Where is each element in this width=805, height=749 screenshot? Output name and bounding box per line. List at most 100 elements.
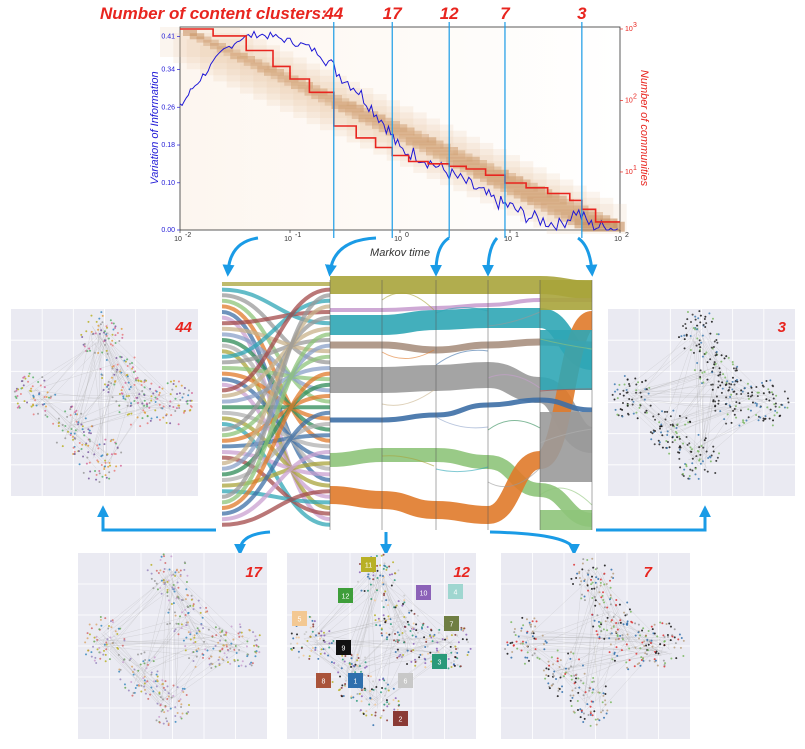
- network-node: [583, 599, 586, 602]
- network-node: [197, 629, 200, 632]
- network-node: [305, 631, 308, 634]
- network-node: [530, 623, 533, 626]
- network-edge: [395, 608, 411, 648]
- y-left-tick-label: 0.18: [161, 142, 175, 149]
- network-node: [164, 581, 167, 584]
- network-node: [173, 611, 176, 614]
- network-node: [382, 606, 385, 609]
- network-node: [74, 429, 77, 432]
- network-node: [161, 679, 164, 682]
- network-node: [692, 327, 695, 330]
- network-node: [354, 663, 357, 666]
- network-node: [107, 337, 110, 340]
- x-tick-exponent: -1: [295, 232, 301, 239]
- network-node: [511, 650, 514, 653]
- network-node: [132, 371, 135, 374]
- network-node: [179, 698, 182, 701]
- network-node: [613, 651, 616, 654]
- network-node: [597, 620, 600, 623]
- network-edge: [632, 365, 719, 397]
- network-node: [102, 653, 105, 656]
- network-panel: 3: [608, 309, 795, 496]
- network-node: [219, 635, 222, 638]
- network-node: [238, 631, 241, 634]
- network-node: [184, 649, 187, 652]
- heatmap-halo: [360, 118, 440, 149]
- network-node: [386, 719, 389, 722]
- heatmap-cell: [237, 56, 255, 63]
- network-node: [529, 625, 532, 628]
- network-node: [600, 596, 603, 599]
- cluster-tag-label: 5: [298, 617, 302, 624]
- network-edge: [132, 395, 142, 411]
- network-node: [344, 654, 347, 657]
- network-node: [642, 659, 645, 662]
- network-node: [144, 411, 147, 414]
- network-node: [627, 412, 630, 415]
- network-node: [651, 645, 654, 648]
- network-node: [99, 657, 102, 660]
- network-node: [438, 628, 441, 631]
- network-node: [561, 691, 564, 694]
- network-node: [147, 697, 150, 700]
- network-node: [366, 575, 369, 578]
- network-node: [388, 573, 391, 576]
- network-node: [576, 572, 579, 575]
- network-node: [398, 655, 401, 658]
- network-node: [345, 679, 348, 682]
- network-node: [330, 661, 333, 664]
- network-node: [713, 340, 716, 343]
- cluster-tag-swatch: [432, 654, 447, 669]
- network-edge: [169, 571, 190, 628]
- network-node: [402, 641, 405, 644]
- network-node: [571, 696, 574, 699]
- network-edge: [355, 640, 443, 666]
- network-node: [596, 633, 599, 636]
- network-node: [223, 634, 226, 637]
- network-node: [700, 445, 703, 448]
- network-node: [183, 561, 186, 564]
- network-node: [643, 398, 646, 401]
- network-node: [171, 586, 174, 589]
- network-edge: [664, 422, 668, 433]
- network-node: [103, 643, 106, 646]
- sankey-flow: [221, 293, 331, 499]
- network-node: [628, 659, 631, 662]
- network-node: [110, 382, 113, 385]
- network-node: [604, 685, 607, 688]
- network-edge: [175, 618, 180, 695]
- network-node: [210, 666, 213, 669]
- network-node: [108, 658, 111, 661]
- network-node: [120, 356, 123, 359]
- network-edge: [668, 373, 714, 437]
- network-node: [369, 697, 372, 700]
- network-node: [169, 393, 172, 396]
- network-node: [536, 656, 539, 659]
- network-node: [356, 653, 359, 656]
- network-node: [382, 567, 385, 570]
- heatmap-cell: [453, 160, 487, 169]
- network-node: [699, 346, 702, 349]
- network-edge: [102, 573, 170, 634]
- network-node: [402, 602, 405, 605]
- network-node: [691, 462, 694, 465]
- network-node: [161, 683, 164, 686]
- network-node: [149, 387, 152, 390]
- network-node: [592, 700, 595, 703]
- network-node: [184, 608, 187, 611]
- network-node: [370, 598, 373, 601]
- network-node: [99, 368, 102, 371]
- network-node: [608, 637, 611, 640]
- network-node: [393, 639, 396, 642]
- network-node: [103, 383, 106, 386]
- network-node: [740, 392, 743, 395]
- network-node: [107, 387, 110, 390]
- cluster-tag-label: 3: [438, 660, 442, 667]
- network-node: [589, 712, 592, 715]
- network-node: [609, 632, 612, 635]
- network-node: [769, 379, 772, 382]
- network-node: [93, 636, 96, 639]
- network-node: [342, 694, 345, 697]
- network-node: [138, 684, 141, 687]
